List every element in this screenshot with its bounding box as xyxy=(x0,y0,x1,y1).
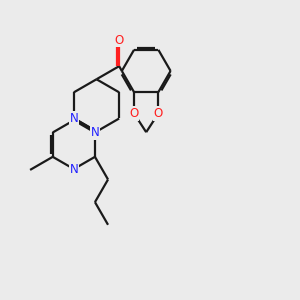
Text: O: O xyxy=(129,107,139,120)
Text: N: N xyxy=(70,112,78,125)
Text: O: O xyxy=(154,107,163,120)
Text: N: N xyxy=(91,126,99,139)
Text: N: N xyxy=(70,163,78,176)
Text: O: O xyxy=(115,34,124,46)
